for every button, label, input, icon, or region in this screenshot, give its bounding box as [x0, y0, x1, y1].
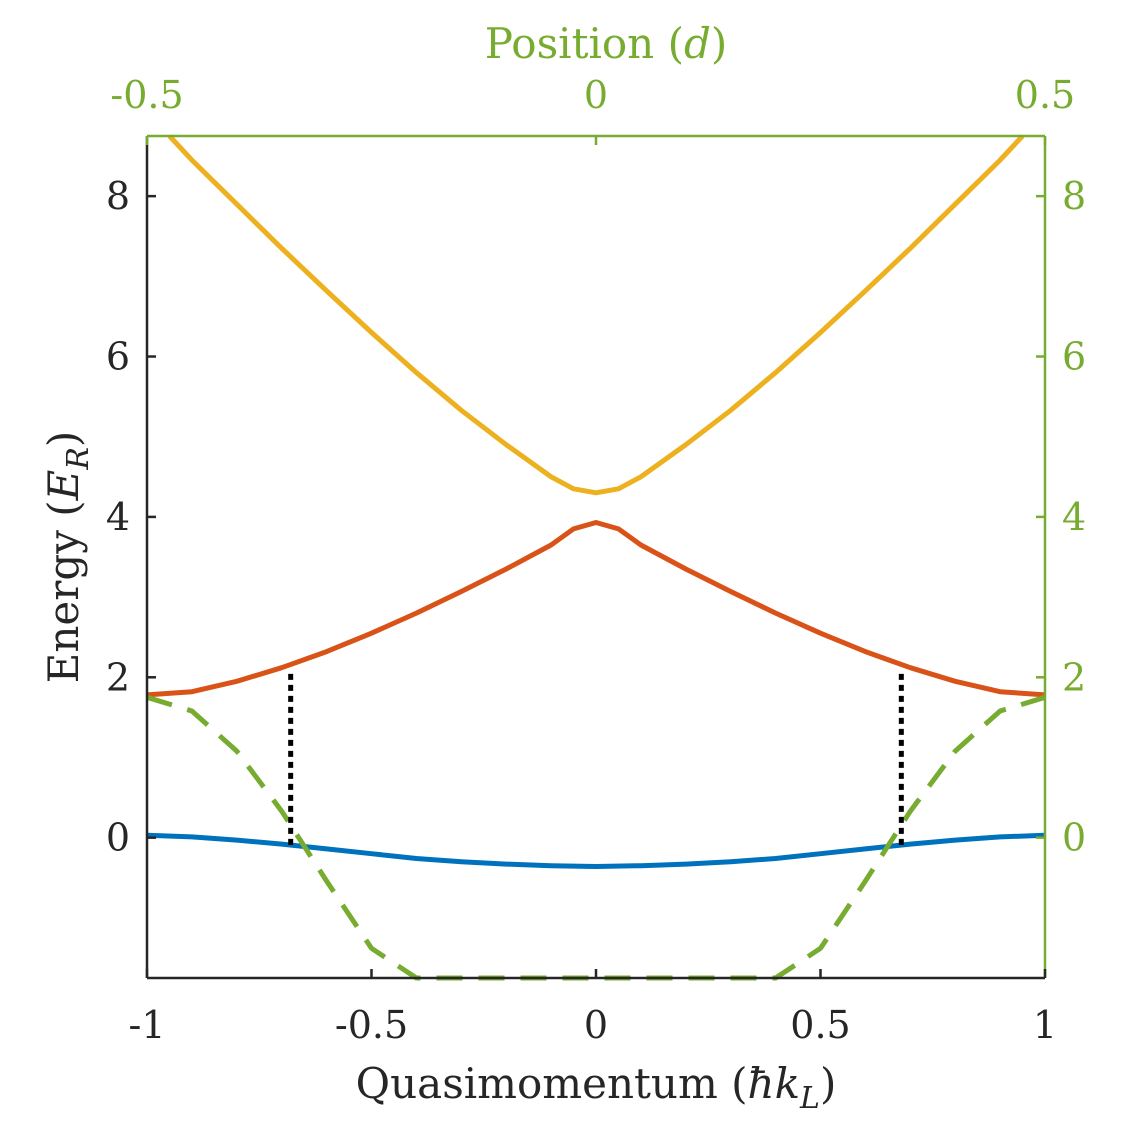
x-tick-label: -1: [128, 1003, 165, 1047]
y-tick-label: 2: [106, 655, 130, 699]
y-axis-title: Energy (ER): [39, 431, 96, 684]
axes-layer: [145, 134, 1047, 980]
right-y-tick-label: 6: [1062, 335, 1086, 379]
series-band-2: [167, 134, 1025, 496]
x-tick-label: -0.5: [335, 1003, 408, 1047]
top-x-tick-label: 0: [584, 73, 608, 117]
x-tick-label: 1: [1033, 1003, 1057, 1047]
x-axis-title: Quasimomentum (ħkL): [356, 1059, 837, 1116]
right-y-tick-label: 8: [1062, 174, 1086, 218]
right-y-tick-label: 4: [1062, 495, 1086, 539]
series-band-1: [146, 520, 1046, 698]
x-tick-label: 0.5: [790, 1003, 850, 1047]
right-y-tick-label: 0: [1062, 816, 1086, 860]
series-band-0: [146, 832, 1046, 869]
right-y-tick-label: 2: [1062, 655, 1086, 699]
tick-layer: -1 -0.5 0 0.5 1 -0.5 0 0.5 0 2 4 6 8 0 2 4 6 8: [106, 73, 1086, 1047]
y-tick-label: 6: [106, 335, 130, 379]
top-x-axis-title: Position (d): [485, 19, 728, 68]
y-tick-label: 4: [106, 495, 130, 539]
marker-layer: [288, 669, 904, 845]
top-x-tick-label: -0.5: [110, 73, 183, 117]
top-x-tick-label: 0.5: [1015, 73, 1075, 117]
x-tick-label: 0: [584, 1003, 608, 1047]
series-layer: [146, 134, 1046, 981]
series-lattice-potential: [146, 694, 1046, 981]
y-tick-label: 8: [106, 174, 130, 218]
y-tick-label: 0: [106, 816, 130, 860]
